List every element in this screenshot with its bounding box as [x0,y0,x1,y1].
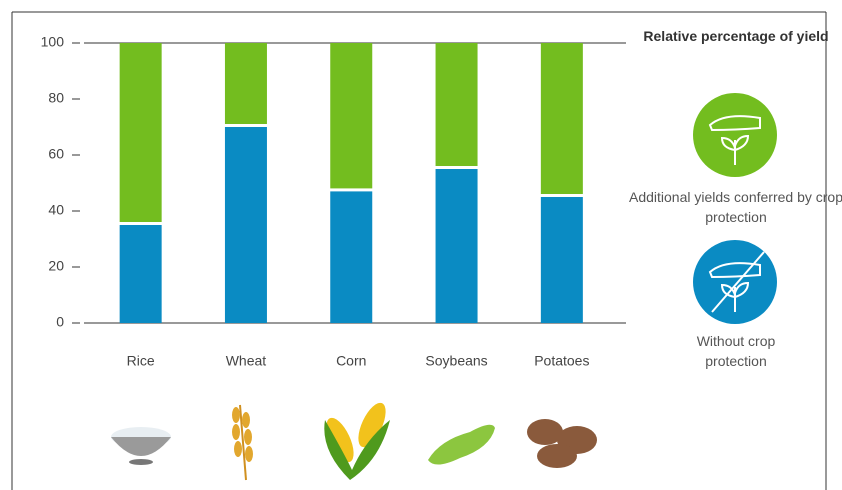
bar [119,225,162,323]
bar [224,43,267,124]
corn-icon [324,402,390,480]
y-tick-label: 100 [41,34,65,50]
legend-icon [693,93,777,177]
potato-icon [527,419,597,468]
x-tick-label: Soybeans [425,353,487,369]
y-tick-label: 60 [48,146,64,162]
legend-icon-detail [708,251,765,313]
legend-icon-detail [708,115,761,165]
bar [119,43,162,222]
bar [435,43,478,166]
bar [540,197,583,323]
x-tick-label: Potatoes [534,353,589,369]
x-tick-label: Wheat [226,353,267,369]
y-tick-label: 20 [48,258,64,274]
bar [435,169,478,323]
bar [330,191,373,323]
y-tick-label: 40 [48,202,64,218]
y-tick-label: 0 [56,314,64,330]
legend-label: Additional yields conferred by crop prot… [628,189,842,225]
y-tick-label: 80 [48,90,64,106]
x-tick-label: Corn [336,353,366,369]
legend-title: Relative percentage of yield [643,28,829,44]
legend-label: Without crop protection [696,333,776,369]
soy-icon [428,424,495,465]
wheat-icon [232,404,253,481]
rice-icon [111,427,171,465]
x-tick-label: Rice [127,353,155,369]
bar [540,43,583,194]
bar [330,43,373,189]
bar [224,127,267,323]
